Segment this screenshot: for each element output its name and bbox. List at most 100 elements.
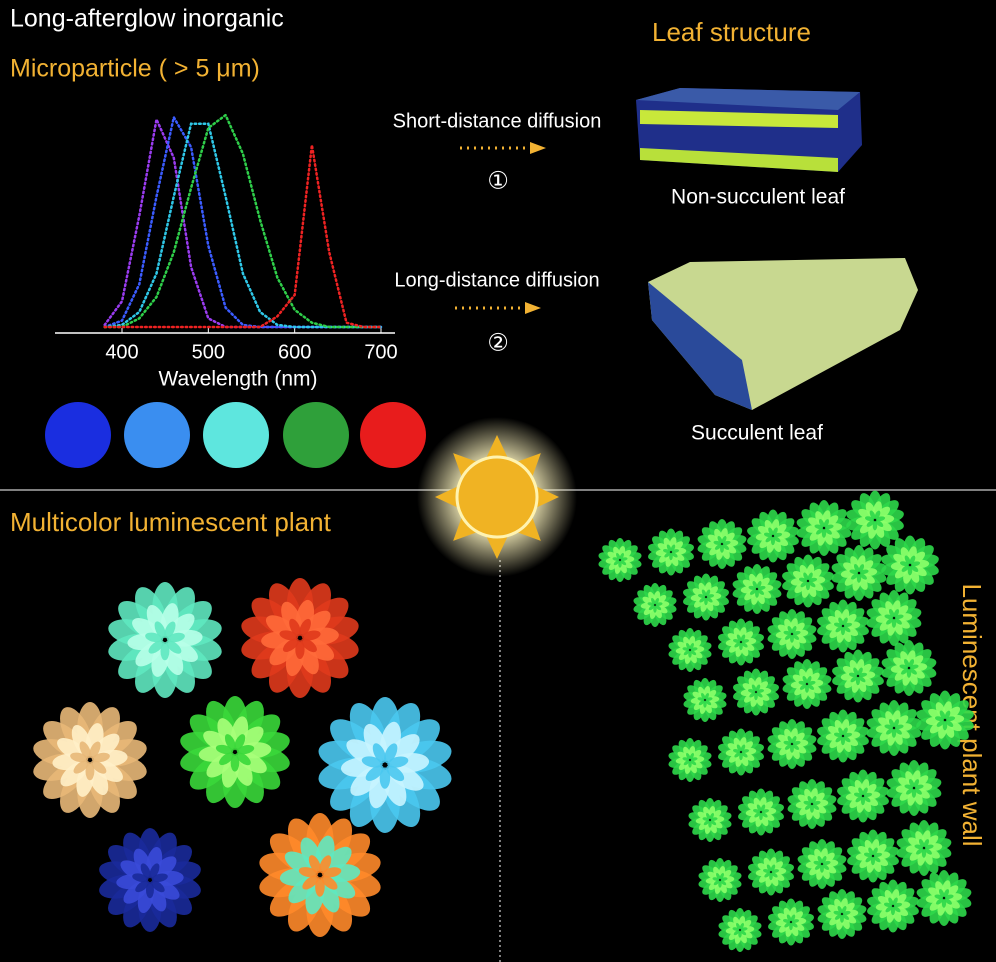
petal	[868, 847, 874, 856]
petal	[365, 765, 384, 781]
plant	[817, 599, 869, 653]
plant	[881, 535, 939, 595]
petal	[787, 626, 793, 634]
step: ①	[487, 167, 509, 194]
petal	[749, 589, 757, 595]
petal	[384, 743, 398, 764]
petal	[771, 861, 783, 872]
petal	[936, 898, 944, 905]
petal	[894, 614, 904, 620]
petal	[91, 752, 110, 763]
petal	[620, 549, 632, 560]
petal	[690, 757, 698, 761]
plant	[180, 696, 290, 808]
petal	[765, 536, 773, 543]
petal	[145, 881, 154, 899]
petal	[714, 544, 722, 550]
petal	[806, 676, 812, 684]
plant	[867, 879, 919, 933]
petal	[688, 650, 692, 658]
petal	[886, 728, 894, 735]
petal	[824, 528, 832, 535]
petal	[387, 756, 409, 768]
petal	[757, 577, 770, 589]
petal	[648, 605, 655, 611]
petal	[804, 804, 812, 810]
petal	[944, 894, 954, 900]
petal	[914, 784, 924, 790]
petal	[789, 922, 793, 931]
plant	[99, 828, 201, 932]
petal	[853, 667, 859, 676]
arrow-head	[530, 142, 546, 154]
petal	[807, 672, 820, 684]
petal	[863, 792, 873, 798]
petal	[619, 552, 625, 560]
petal	[620, 560, 627, 566]
leaf-layer	[640, 110, 838, 128]
petal	[808, 568, 822, 581]
petal	[909, 555, 916, 565]
petal	[321, 846, 352, 875]
petal	[914, 775, 929, 788]
petal	[924, 835, 939, 848]
petal	[655, 594, 667, 605]
petal	[770, 864, 776, 872]
petal	[892, 897, 898, 906]
petal	[843, 736, 851, 743]
petal	[822, 864, 830, 870]
long-label: Long-distance diffusion	[394, 269, 599, 291]
petal	[301, 638, 317, 653]
plant	[782, 659, 832, 709]
petal	[945, 716, 956, 722]
petal	[910, 551, 926, 565]
petal	[870, 856, 876, 866]
plant	[797, 839, 847, 889]
petal	[761, 801, 773, 812]
petal	[733, 930, 740, 936]
petal	[759, 812, 763, 821]
petal	[769, 872, 773, 881]
petal	[739, 752, 743, 761]
petal	[140, 863, 151, 879]
petal	[655, 605, 662, 611]
petal	[720, 877, 728, 881]
petal	[79, 741, 91, 759]
petal	[683, 760, 690, 766]
petal	[835, 736, 843, 743]
petal	[739, 922, 745, 930]
plant	[767, 609, 817, 659]
petal	[894, 618, 902, 625]
plant	[846, 490, 904, 550]
petal	[791, 922, 798, 928]
petal	[842, 902, 855, 914]
subtitle: Microparticle ( > 5 μm)	[10, 55, 260, 83]
sun	[435, 435, 559, 559]
petal	[853, 564, 860, 573]
petal	[906, 788, 914, 795]
section-title: Multicolor luminescent plant	[10, 507, 332, 537]
sun-ray	[485, 435, 509, 459]
petal	[704, 692, 710, 700]
plant	[697, 519, 747, 569]
petal	[802, 676, 808, 684]
petal	[686, 752, 691, 760]
x-tick-label: 500	[192, 341, 225, 363]
petal	[872, 521, 878, 531]
petal	[756, 804, 762, 812]
petal	[944, 710, 951, 720]
plant	[837, 769, 889, 823]
petal	[706, 812, 711, 820]
petal	[618, 560, 622, 568]
petal	[814, 864, 822, 870]
petal	[149, 863, 160, 879]
petal	[671, 549, 680, 553]
petal	[824, 515, 839, 528]
petal	[851, 573, 859, 580]
petal	[236, 726, 264, 752]
petal	[666, 544, 672, 552]
petal	[945, 720, 954, 727]
petal	[754, 692, 758, 701]
petal	[943, 889, 950, 898]
